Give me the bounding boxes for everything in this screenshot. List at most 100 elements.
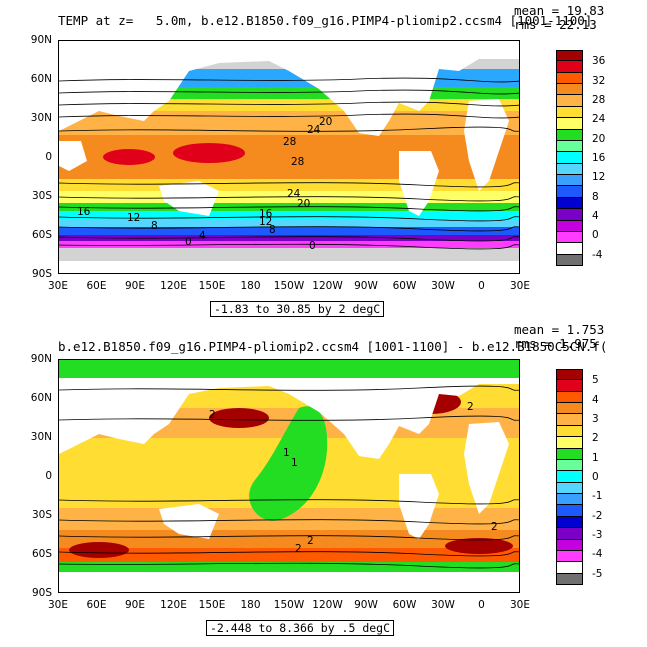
contour-label: 0: [309, 240, 316, 252]
panel-1-map: 20 24 28 28 24 20 16 12 16 12 8 4 0 0 8: [58, 40, 520, 274]
panel-1-mean: mean = 19.83: [514, 3, 605, 18]
colorbar-label: 0: [592, 471, 599, 483]
x-tick-label: 30E: [510, 280, 530, 292]
x-tick-label: 30E: [510, 599, 530, 611]
colorbar-segment: [556, 471, 583, 483]
colorbar-label: 3: [592, 413, 599, 426]
colorbar-segment: [556, 369, 583, 381]
x-tick-label: 120E: [160, 599, 187, 611]
colorbar-segment: [556, 95, 583, 107]
colorbar-segment: [556, 539, 583, 551]
panel-1-rms: rms = 22.13: [514, 17, 597, 32]
x-tick-label: 120W: [312, 280, 343, 292]
colorbar-label: 5: [592, 374, 599, 387]
colorbar-label: -4: [592, 248, 603, 261]
panel-2-mean: mean = 1.753: [514, 322, 605, 337]
colorbar-segment: [556, 186, 583, 198]
y-tick-label: 0: [45, 470, 52, 482]
colorbar-segment: [556, 573, 583, 585]
colorbar-segment: [556, 505, 583, 517]
colorbar-segment: [556, 403, 583, 415]
contour-label: 1: [283, 447, 290, 459]
y-tick-label: 60S: [31, 229, 52, 241]
x-tick-label: 30W: [431, 280, 455, 292]
contour-label: 8: [151, 220, 158, 232]
contour-label: 1: [291, 457, 298, 469]
colorbar-segment: [556, 152, 583, 164]
x-tick-label: 120W: [312, 599, 343, 611]
contour-label: 24: [287, 188, 301, 200]
colorbar-label: 4: [592, 393, 599, 406]
x-tick-label: 150W: [273, 599, 305, 611]
contour-label: 20: [319, 116, 333, 128]
y-tick-label: 90S: [31, 268, 52, 280]
x-tick-label: 90E: [125, 280, 145, 292]
colorbar-segment: [556, 448, 583, 460]
y-tick-label: 30N: [30, 112, 52, 124]
colorbar-segment: [556, 61, 583, 73]
colorbar-segment: [556, 197, 583, 210]
panel-2-title: b.e12.B1850.f09_g16.PIMP4-pliomip2.ccsm4…: [58, 339, 608, 354]
colorbar-segment: [556, 516, 583, 529]
colorbar-segment: [556, 482, 583, 495]
colorbar-segment: [556, 437, 583, 449]
contour-label: 12: [127, 212, 141, 224]
colorbar-label: 4: [592, 209, 599, 222]
colorbar-segment: [556, 380, 583, 392]
panel-1-title: TEMP at z= 5.0m, b.e12.B1850.f09_g16.PIM…: [58, 13, 593, 28]
x-tick-label: 30E: [48, 599, 68, 611]
panel-2-colorbar: [556, 369, 583, 585]
colorbar-label: -1: [592, 490, 603, 503]
y-tick-label: 30S: [31, 509, 52, 521]
x-tick-label: 90W: [354, 599, 378, 611]
y-tick-label: 90N: [30, 353, 52, 365]
panel-1-map-svg: [59, 41, 519, 273]
contour-label: 28: [291, 156, 305, 168]
contour-label: 2: [209, 409, 216, 421]
x-tick-label: 180: [240, 599, 261, 611]
y-tick-label: 0: [45, 151, 52, 163]
colorbar-label: 28: [592, 94, 606, 107]
colorbar-label: -2: [592, 509, 603, 522]
colorbar-label: 36: [592, 55, 606, 68]
y-tick-label: 30S: [31, 190, 52, 202]
colorbar-segment: [556, 129, 583, 141]
x-tick-label: 60E: [86, 599, 107, 611]
y-tick-label: 60N: [30, 73, 52, 85]
x-tick-label: 150E: [198, 280, 226, 292]
colorbar-segment: [556, 494, 583, 506]
colorbar-segment: [556, 140, 583, 153]
panel-1-range-label: -1.83 to 30.85 by 2 degC: [210, 301, 385, 317]
y-tick-label: 30N: [30, 431, 52, 443]
colorbar-label: -5: [592, 567, 603, 580]
contour-label: 2: [307, 535, 314, 547]
x-tick-label: 120E: [160, 280, 187, 292]
x-tick-label: 0: [478, 599, 485, 611]
colorbar-segment: [556, 220, 583, 232]
colorbar-segment: [556, 459, 583, 472]
x-tick-label: 30W: [431, 599, 455, 611]
y-tick-label: 60N: [30, 392, 52, 404]
colorbar-label: 12: [592, 171, 606, 184]
colorbar-label: 8: [592, 190, 599, 203]
contour-label: 24: [307, 124, 321, 136]
contour-label: 12: [259, 216, 273, 228]
x-tick-label: 60E: [86, 280, 107, 292]
contour-label: 2: [295, 543, 302, 555]
colorbar-label: 1: [592, 451, 599, 464]
colorbar-label: -4: [592, 548, 603, 561]
x-tick-label: 180: [240, 280, 261, 292]
colorbar-segment: [556, 550, 583, 563]
y-tick-label: 90N: [30, 34, 52, 46]
colorbar-segment: [556, 175, 583, 187]
y-tick-label: 60S: [31, 548, 52, 560]
colorbar-segment: [556, 243, 583, 255]
contour-label: 16: [259, 208, 273, 220]
x-tick-label: 90W: [354, 280, 378, 292]
contour-label: 2: [467, 401, 474, 413]
colorbar-segment: [556, 209, 583, 221]
colorbar-label: 2: [592, 432, 599, 445]
contour-label: 8: [269, 224, 276, 236]
colorbar-segment: [556, 562, 583, 574]
colorbar-label: 24: [592, 113, 606, 126]
